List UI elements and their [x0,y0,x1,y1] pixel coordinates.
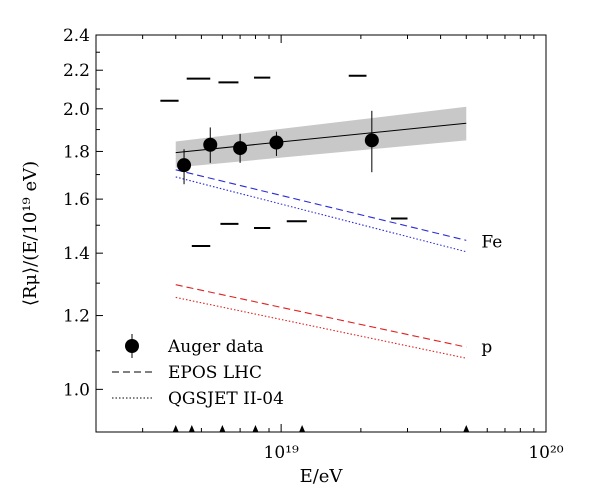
bin-edge-marker [252,425,259,432]
y-tick-label: 1.0 [63,380,90,400]
y-tick-label: 1.6 [63,190,90,210]
legend-label: EPOS LHC [168,363,262,383]
systematic-caps-layer [160,74,408,247]
bin-edges-layer [172,425,470,432]
model-lines-layer [175,122,467,359]
bin-edge-marker [463,425,470,432]
data-point [364,133,379,148]
plot-frame [95,34,547,433]
y-axis-label: ⟨Rμ⟩/(E/10¹⁹ eV) [20,161,41,306]
bin-edge-marker [299,425,306,432]
legend-marker [125,339,139,353]
data-point [177,158,192,173]
y-tick-label: 2.2 [63,61,90,81]
y-tick-label: 1.8 [63,142,90,162]
auger-data-layer [177,110,379,185]
fit-band-layer [175,106,467,168]
series-tag-p: p [481,338,492,358]
data-point [203,137,218,152]
text-layer: 1.0 1.2 1.4 1.6 1.8 2.0 2.2 2.4 10¹⁹ 10²⁰ E/eV ⟨Rμ⟩… [20,26,564,487]
axis-ticks-layer [95,34,547,433]
series-tag-fe: Fe [481,232,502,252]
fit-uncertainty-band [175,106,467,168]
y-tick-label: 2.4 [63,26,90,46]
data-point [269,135,284,150]
y-tick-label: 1.2 [63,307,90,327]
model-line-fe-dashed [175,169,467,241]
y-tick-label: 2.0 [63,100,90,120]
x-tick-label: 10²⁰ [528,443,563,463]
data-point [233,141,248,156]
legend: Auger data EPOS LHC QGSJET II-04 [112,334,284,409]
bin-edge-marker [172,425,179,432]
x-tick-label: 10¹⁹ [264,443,299,463]
x-axis-label: E/eV [300,466,344,487]
model-line-p-dotted [175,296,467,359]
fit-line [175,122,467,154]
model-line-fe-dotted [175,176,467,253]
legend-label: QGSJET II-04 [168,389,284,409]
legend-label: Auger data [167,337,264,357]
bin-edge-marker [219,425,226,432]
model-line-p-dashed [175,284,467,348]
bin-edge-marker [188,425,195,432]
y-tick-label: 1.4 [63,244,90,264]
